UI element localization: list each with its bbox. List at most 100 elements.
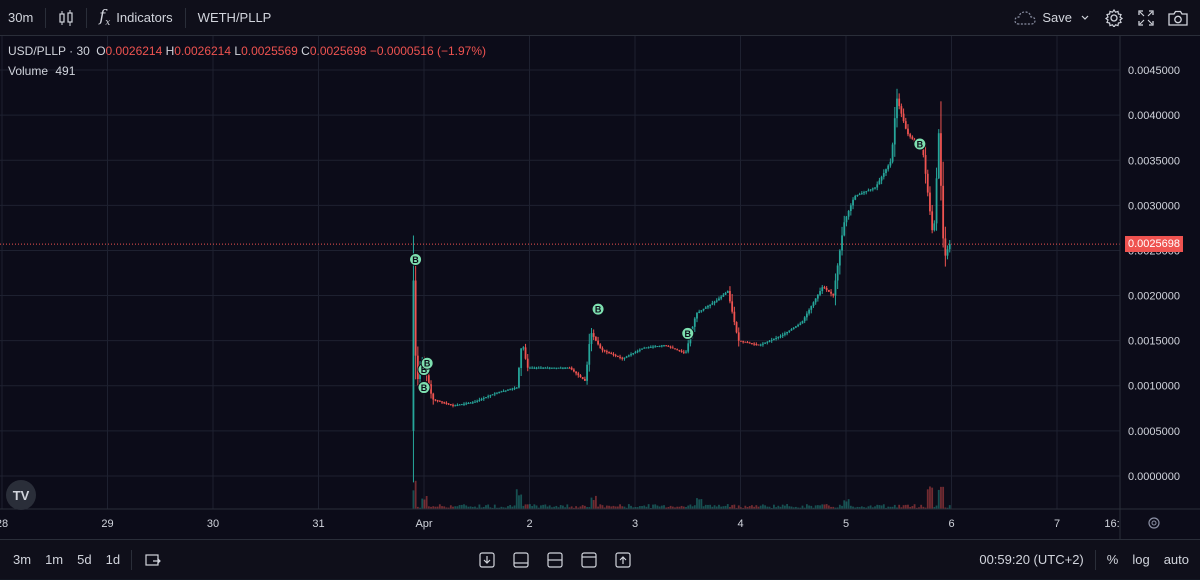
settings-button[interactable] — [1098, 0, 1130, 36]
candle-body — [430, 384, 432, 394]
volume-bar — [616, 506, 619, 509]
layout-top-button[interactable] — [572, 540, 606, 580]
scroll-to-bottom-button[interactable] — [470, 540, 504, 580]
candle-body — [671, 347, 674, 349]
candle-body — [610, 353, 613, 355]
volume-bar — [471, 506, 474, 509]
volume-bar — [557, 507, 560, 509]
compare-symbol-button[interactable]: WETH/PLLP — [190, 0, 280, 36]
volume-bar — [680, 505, 683, 509]
volume-bar — [564, 507, 567, 509]
fullscreen-button[interactable] — [1130, 0, 1162, 36]
volume-bar — [520, 494, 523, 509]
volume-bar — [445, 507, 448, 509]
layout-middle-button[interactable] — [538, 540, 572, 580]
candle-body — [814, 298, 817, 303]
candle-body — [713, 301, 716, 304]
volume-bar — [647, 504, 650, 509]
volume-bar — [900, 507, 903, 509]
volume-bar — [643, 505, 646, 509]
percent-scale-toggle[interactable]: % — [1106, 552, 1119, 567]
candle-body — [740, 340, 742, 342]
volume-bar — [911, 506, 914, 509]
snapshot-button[interactable] — [1162, 0, 1194, 36]
candle-body — [526, 358, 529, 368]
chart-type-button[interactable] — [50, 0, 82, 36]
goto-date-button[interactable] — [136, 540, 170, 580]
candle-body — [830, 291, 832, 294]
candle-body — [718, 298, 720, 301]
volume-bar — [946, 507, 949, 509]
candle-body — [770, 339, 773, 341]
candle-body — [702, 308, 705, 311]
candle-body — [504, 390, 507, 392]
volume-bar — [658, 506, 661, 509]
candle-body — [608, 352, 610, 354]
range-1m-button[interactable]: 1m — [45, 552, 64, 567]
volume-bar — [803, 507, 806, 509]
volume-bar — [544, 504, 547, 509]
volume-bar — [819, 505, 821, 509]
axis-settings-button[interactable] — [1148, 517, 1160, 529]
volume-bar — [614, 506, 617, 509]
volume-bar — [801, 505, 804, 509]
candle-body — [720, 296, 723, 299]
auto-scale-toggle[interactable]: auto — [1163, 552, 1189, 567]
volume-bar — [687, 505, 690, 509]
save-button[interactable]: Save — [1006, 0, 1098, 36]
price-axis[interactable]: 0.0045000 0.0040000 0.0035000 0.0030000 0.00… — [1128, 65, 1180, 483]
volume-bar — [522, 505, 525, 509]
candle-body — [643, 347, 646, 349]
volume-bar — [621, 506, 624, 509]
volume-bar — [423, 499, 426, 509]
candle-body — [801, 321, 804, 324]
volume-bar — [885, 507, 887, 509]
range-3m-button[interactable]: 3m — [13, 552, 32, 567]
log-scale-toggle[interactable]: log — [1132, 552, 1150, 567]
interval-button[interactable]: 30m — [0, 0, 41, 36]
volume-bar — [867, 506, 870, 509]
candle-body — [641, 348, 643, 350]
layout-bottom-button[interactable] — [504, 540, 538, 580]
volume-bar — [416, 506, 419, 509]
legend-open-label: O — [96, 44, 106, 58]
candle-body — [520, 348, 523, 369]
range-1d-button[interactable]: 1d — [105, 552, 121, 567]
buy-marker-label: B — [421, 365, 428, 375]
candle-body — [757, 344, 760, 346]
candle-body — [649, 346, 652, 348]
candle-body — [907, 128, 909, 135]
candle-body — [537, 367, 540, 369]
volume-bar — [581, 505, 584, 509]
volume-bar — [546, 506, 549, 509]
scroll-to-top-button[interactable] — [606, 540, 640, 580]
range-5d-button[interactable]: 5d — [77, 552, 92, 567]
candle-body — [792, 327, 795, 330]
volume-bar — [669, 505, 672, 509]
volume-bar — [746, 506, 749, 509]
volume-bar — [713, 505, 716, 509]
arrow-down-box-icon — [479, 551, 495, 568]
volume-bar — [524, 504, 527, 509]
volume-bar — [458, 505, 461, 509]
volume-bar — [638, 506, 641, 509]
candle-body — [783, 333, 786, 335]
candle-body — [874, 187, 876, 189]
time-axis[interactable]: 28 29 30 31 Apr 2 3 4 5 6 7 16: — [0, 518, 1120, 530]
indicators-button[interactable]: fx Indicators — [91, 0, 180, 36]
volume-bar — [775, 507, 778, 509]
candle-body — [845, 216, 848, 223]
volume-bar — [443, 506, 446, 509]
clock-timezone[interactable]: 00:59:20 (UTC+2) — [979, 552, 1084, 567]
volume-bar — [856, 506, 859, 509]
time-tick-label: Apr — [415, 518, 432, 530]
volume-bar — [854, 507, 857, 509]
volume-bar — [893, 504, 896, 509]
price-tick-label: 0.0030000 — [1128, 200, 1180, 212]
tradingview-logo[interactable]: TV — [6, 480, 36, 510]
candle-body — [700, 310, 703, 312]
candle-body — [687, 343, 690, 352]
toolbar-divider — [131, 549, 133, 570]
